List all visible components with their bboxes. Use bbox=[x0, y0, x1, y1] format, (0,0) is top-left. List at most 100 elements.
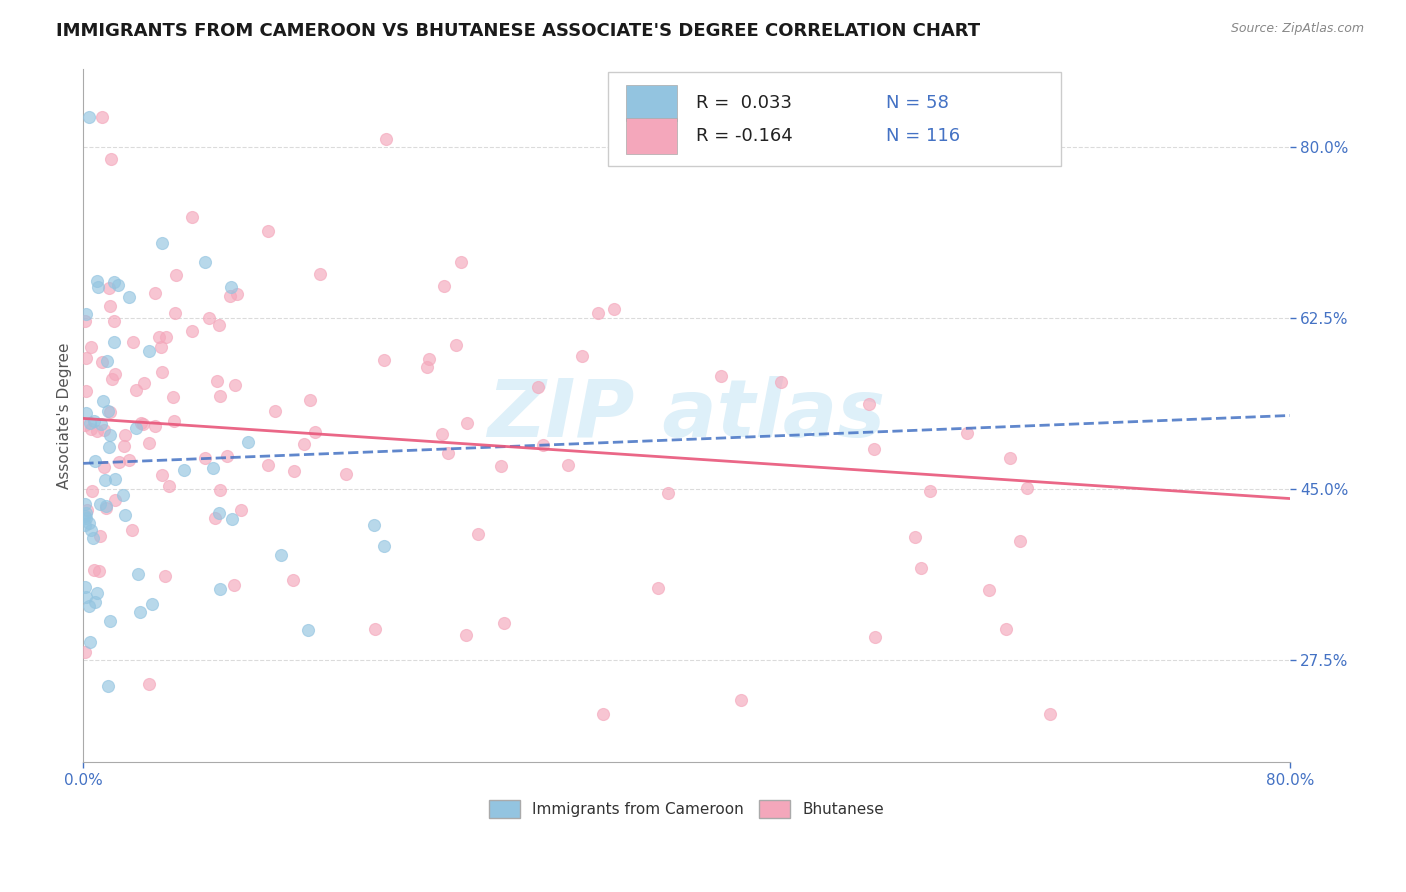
Point bbox=[257, 224, 280, 238]
Point bbox=[103, 335, 125, 350]
Point bbox=[98, 427, 121, 442]
Point bbox=[114, 428, 136, 442]
Point bbox=[96, 499, 118, 513]
Point bbox=[238, 435, 260, 450]
Text: R = -0.164: R = -0.164 bbox=[696, 128, 793, 145]
Point bbox=[163, 414, 186, 428]
Point bbox=[229, 503, 252, 517]
Point bbox=[129, 416, 152, 430]
Point bbox=[224, 377, 246, 392]
Point bbox=[73, 314, 96, 328]
Point bbox=[89, 529, 111, 543]
Point bbox=[155, 330, 177, 344]
Point bbox=[121, 335, 143, 350]
Point bbox=[770, 375, 793, 389]
Point bbox=[98, 614, 121, 628]
Point bbox=[198, 310, 221, 325]
Point bbox=[104, 367, 127, 381]
Point bbox=[977, 582, 1000, 597]
Point bbox=[150, 467, 173, 482]
Point bbox=[75, 406, 97, 420]
Point bbox=[207, 506, 229, 520]
Point bbox=[308, 267, 330, 281]
Point bbox=[83, 414, 105, 428]
Point bbox=[89, 497, 111, 511]
Point bbox=[112, 439, 135, 453]
Point bbox=[363, 518, 385, 533]
Point bbox=[93, 423, 115, 437]
Point bbox=[97, 679, 120, 693]
Text: Source: ZipAtlas.com: Source: ZipAtlas.com bbox=[1230, 22, 1364, 36]
Point bbox=[299, 393, 322, 408]
Point bbox=[94, 473, 117, 487]
Point bbox=[489, 458, 512, 473]
Point bbox=[86, 425, 108, 439]
Point bbox=[75, 506, 97, 520]
Point bbox=[994, 622, 1017, 636]
Point bbox=[588, 306, 610, 320]
Point bbox=[920, 484, 942, 499]
Point bbox=[157, 479, 180, 493]
Point bbox=[194, 451, 217, 466]
Point bbox=[219, 289, 242, 303]
Point bbox=[73, 508, 96, 523]
Point bbox=[77, 111, 100, 125]
Point bbox=[87, 564, 110, 578]
Point bbox=[76, 503, 98, 517]
Point bbox=[79, 599, 101, 613]
Point bbox=[73, 517, 96, 532]
Point bbox=[148, 330, 170, 344]
Point bbox=[162, 390, 184, 404]
Point bbox=[75, 511, 97, 525]
Point bbox=[657, 485, 679, 500]
FancyBboxPatch shape bbox=[626, 118, 676, 154]
Text: N = 116: N = 116 bbox=[886, 128, 960, 145]
Point bbox=[467, 527, 489, 541]
Point bbox=[93, 459, 115, 474]
Text: N = 58: N = 58 bbox=[886, 95, 949, 112]
Point bbox=[98, 280, 121, 294]
Point bbox=[219, 279, 242, 293]
Point bbox=[863, 442, 886, 456]
Point bbox=[571, 349, 593, 363]
Point bbox=[83, 595, 105, 609]
Point bbox=[364, 622, 387, 636]
Point bbox=[208, 389, 231, 403]
Legend: Immigrants from Cameroon, Bhutanese: Immigrants from Cameroon, Bhutanese bbox=[484, 794, 890, 824]
Point bbox=[709, 369, 731, 384]
Point bbox=[173, 462, 195, 476]
Point bbox=[456, 417, 478, 431]
Point bbox=[444, 337, 467, 351]
Point bbox=[373, 539, 395, 553]
Point bbox=[557, 458, 579, 472]
Point bbox=[592, 706, 614, 721]
Point bbox=[373, 353, 395, 368]
Point bbox=[118, 290, 141, 304]
Point bbox=[863, 631, 886, 645]
Point bbox=[143, 286, 166, 301]
Point bbox=[418, 352, 440, 367]
Point bbox=[1008, 534, 1031, 549]
Point bbox=[450, 255, 472, 269]
Point bbox=[204, 511, 226, 525]
Point bbox=[297, 624, 319, 638]
Point bbox=[103, 275, 125, 289]
Point bbox=[86, 586, 108, 600]
Text: R =  0.033: R = 0.033 bbox=[696, 95, 792, 112]
Point bbox=[100, 152, 122, 166]
Point bbox=[108, 455, 131, 469]
Point bbox=[104, 471, 127, 485]
Point bbox=[217, 449, 239, 463]
Point bbox=[79, 523, 101, 537]
Point bbox=[127, 566, 149, 581]
Point bbox=[118, 453, 141, 467]
Point bbox=[111, 488, 134, 502]
Point bbox=[97, 404, 120, 418]
Point bbox=[87, 280, 110, 294]
Point bbox=[150, 340, 173, 354]
Point bbox=[86, 274, 108, 288]
Point bbox=[494, 615, 516, 630]
Point bbox=[79, 516, 101, 530]
Point bbox=[91, 355, 114, 369]
Point bbox=[75, 590, 97, 604]
